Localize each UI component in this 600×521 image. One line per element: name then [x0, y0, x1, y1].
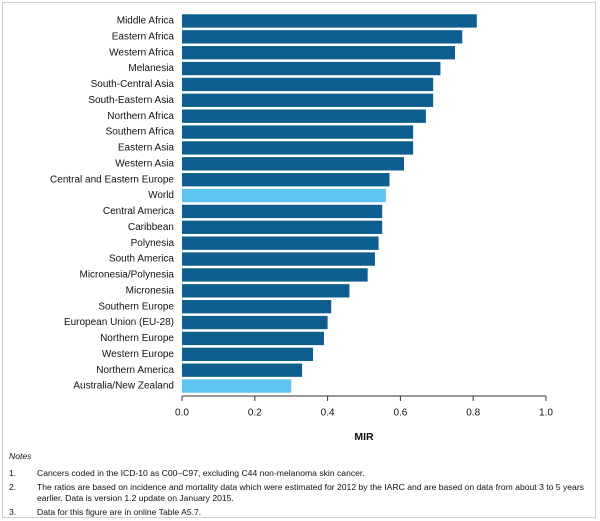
category-label: World: [148, 190, 174, 201]
bar: [182, 284, 350, 298]
bar: [182, 300, 332, 314]
bar: [182, 157, 405, 171]
category-label: Eastern Asia: [118, 143, 175, 154]
category-label: Melanesia: [128, 63, 174, 74]
bar: [182, 188, 386, 203]
category-label: Western Europe: [102, 349, 175, 360]
note-text: Data for this figure are in online Table…: [37, 507, 202, 517]
category-label: Micronesia: [126, 285, 175, 296]
bar: [182, 268, 368, 282]
bar: [182, 30, 463, 44]
category-label: Northern America: [96, 365, 174, 376]
note-item: 1. Cancers coded in the ICD-10 as C00–C97…: [9, 468, 584, 479]
bar: [182, 315, 328, 330]
note-item: 2. The ratios are based on incidence and …: [9, 482, 584, 504]
x-tick-label: 0.6: [393, 408, 407, 419]
notes-title: Notes: [9, 451, 32, 461]
category-label: South-Eastern Asia: [88, 95, 174, 106]
bar: [182, 236, 379, 250]
bar: [182, 363, 303, 377]
bar: [182, 141, 414, 155]
x-axis-label: MIR: [354, 431, 374, 443]
note-number: 1.: [9, 468, 17, 478]
category-label: Central and Eastern Europe: [50, 174, 174, 185]
category-label: Micronesia/Polynesia: [80, 270, 175, 281]
category-label: Central America: [103, 206, 175, 217]
bar: [182, 46, 455, 60]
category-label: Southern Europe: [98, 301, 174, 312]
bar: [182, 252, 375, 266]
bar: [182, 331, 324, 346]
x-tick-label: 1.0: [539, 408, 553, 419]
category-label: Middle Africa: [117, 16, 175, 27]
note-number: 2.: [9, 482, 17, 492]
notes: Notes 1. Cancers coded in the ICD-10 as C…: [9, 451, 584, 521]
chart: MIR Middle Africa Eastern Africa Western A…: [50, 14, 553, 443]
category-label: Western Africa: [109, 47, 174, 58]
bar: [182, 220, 383, 234]
bar: [182, 109, 426, 123]
note-number: 3.: [9, 507, 17, 517]
category-label: Australia/New Zealand: [73, 381, 174, 392]
category-label: Southern Africa: [106, 127, 175, 138]
bar: [182, 125, 414, 139]
bar: [182, 77, 434, 92]
category-label: Caribbean: [128, 222, 174, 233]
x-tick-label: 0.2: [248, 408, 262, 419]
bar: [182, 204, 383, 219]
x-tick-label: 0.4: [321, 408, 335, 419]
category-label: Western Asia: [115, 158, 174, 169]
note-text: Cancers coded in the ICD-10 as C00–C97, …: [37, 468, 365, 478]
category-label: South-Central Asia: [91, 79, 175, 90]
x-tick-label: 0.0: [175, 408, 189, 419]
bar: [182, 379, 292, 393]
category-label: European Union (EU-28): [64, 317, 174, 328]
category-label: Polynesia: [131, 238, 175, 249]
category-label: South America: [109, 254, 174, 265]
category-label: Eastern Africa: [112, 31, 175, 42]
category-label: Northern Europe: [100, 333, 174, 344]
bar: [182, 14, 477, 28]
bar: [182, 93, 434, 107]
bar: [182, 347, 314, 361]
bar: [182, 173, 390, 187]
note-text: The ratios are based on incidence and mo…: [37, 482, 584, 503]
x-tick-label: 0.8: [466, 408, 480, 419]
category-label: Northern Africa: [107, 111, 174, 122]
note-item: 3. Data for this figure are in online Tab…: [9, 507, 584, 518]
bar: [182, 61, 441, 76]
